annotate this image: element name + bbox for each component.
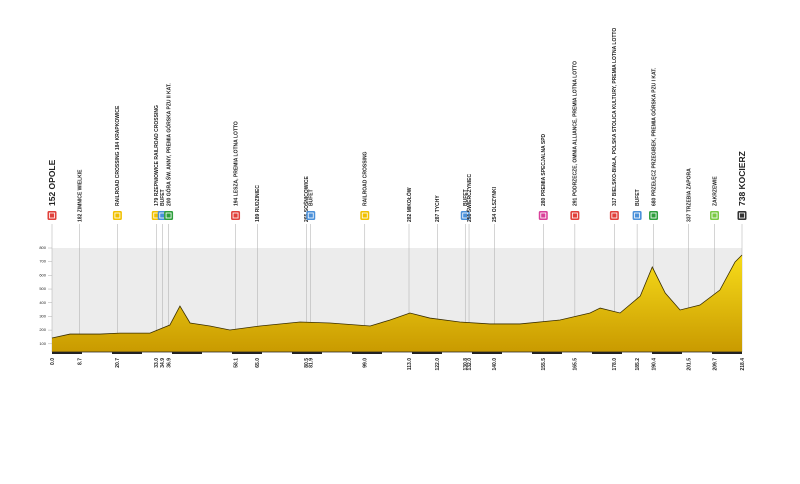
- distance-bar: [712, 352, 742, 354]
- km-label: 218.4: [740, 358, 746, 371]
- km-label: 58.1: [233, 358, 239, 368]
- waypoint-icon-inner: [540, 212, 547, 219]
- distance-bar: [112, 352, 142, 354]
- km-label: 36.9: [166, 358, 172, 368]
- km-label: 155.5: [541, 358, 547, 371]
- waypoint-icon: [306, 211, 316, 220]
- place-label: 254 OLSZYNKI: [492, 186, 498, 222]
- waypoint-icon-inner: [361, 212, 368, 219]
- waypoint-icon: [632, 211, 642, 220]
- km-label: 178.0: [612, 358, 618, 371]
- y-tick-label: 300: [39, 313, 46, 318]
- km-label: 99.0: [363, 358, 369, 368]
- waypoint-icon: [47, 211, 57, 220]
- distance-bar: [232, 352, 262, 354]
- waypoint-icon-inner: [571, 212, 578, 219]
- place-label: BUFET: [463, 189, 469, 206]
- waypoint-icon: [164, 211, 174, 220]
- km-label: 20.7: [115, 358, 121, 368]
- waypoint-icon-inner: [650, 212, 657, 219]
- distance-bar: [592, 352, 622, 354]
- y-tick-label: 500: [39, 286, 46, 291]
- km-label: 122.0: [435, 358, 441, 371]
- distance-bar: [292, 352, 322, 354]
- elevation-area: [52, 254, 742, 352]
- waypoint-icon-inner: [307, 212, 314, 219]
- place-label: BUFET: [309, 189, 315, 206]
- y-tick-label: 700: [39, 259, 46, 264]
- place-label: 291 PODRZECZE, OMNIA ALLIANCE, PREMIA LO…: [573, 61, 579, 206]
- km-label: 65.0: [255, 358, 261, 368]
- place-label big: 152 OPOLE: [47, 159, 57, 206]
- place-label: 337 TRZEBIA ZAPORA: [686, 168, 692, 222]
- km-label: 34.9: [160, 358, 166, 368]
- place-label: 317 BIELSKO-BIAŁA, POLSKA STOLICA KULTUR…: [612, 28, 618, 206]
- km-label: 140.0: [492, 358, 498, 371]
- waypoint-icon: [570, 211, 580, 220]
- waypoint-icon-inner: [739, 212, 745, 219]
- place-label: 189 RUDZINIEC: [255, 185, 261, 222]
- waypoint-icon: [538, 211, 548, 220]
- y-tick-label: 200: [39, 327, 46, 332]
- km-label: 80.5: [304, 358, 310, 368]
- distance-bar: [352, 352, 382, 354]
- km-label: 201.5: [686, 358, 692, 371]
- waypoint-icon-inner: [634, 212, 641, 219]
- km-label: 33.0: [154, 358, 160, 368]
- y-tick-label: 400: [39, 300, 46, 305]
- waypoint-icon-inner: [165, 212, 172, 219]
- waypoint-icon: [112, 211, 122, 220]
- place-label: BUFET: [635, 189, 641, 206]
- waypoint-icon: [649, 211, 659, 220]
- waypoint-icon-inner: [462, 212, 469, 219]
- km-label: 8.7: [77, 358, 83, 365]
- waypoint-icon: [737, 211, 747, 220]
- waypoint-icon-inner: [711, 212, 718, 219]
- elevation-line: [51, 254, 743, 339]
- waypoint-icon: [609, 211, 619, 220]
- waypoint-icon: [231, 211, 241, 220]
- place-label: 200 GÓRA ŚW. ANNY, PREMIA GÓRSKA PZU II …: [164, 83, 172, 206]
- waypoint-icon-inner: [611, 212, 618, 219]
- distance-bar: [412, 352, 442, 354]
- waypoint-icon-inner: [232, 212, 239, 219]
- distance-bar: [532, 352, 562, 354]
- y-tick-label: 600: [39, 272, 46, 277]
- place-label: 280 PREMIA SPECJALNA SPD: [541, 133, 547, 206]
- y-tick-label: 800: [39, 245, 46, 250]
- distance-bar: [652, 352, 682, 354]
- km-label: 81.9: [309, 358, 315, 368]
- place-label: RAILROAD CROSSING: [363, 151, 369, 206]
- distance-bar: [52, 352, 82, 354]
- place-label: 282 MIKOŁÓW: [405, 187, 413, 222]
- place-label: 265 SOŚNICOWICE: [303, 175, 310, 222]
- place-label: BUFET: [160, 189, 166, 206]
- place-label: 182 ZIMNICE WIELKIE: [77, 169, 83, 222]
- place-label: 680 PRZEŁĘCZ PRZEGIBEK, PREMIA GÓRSKA PZ…: [649, 67, 657, 206]
- km-label: 209.7: [712, 358, 718, 371]
- km-label: 113.0: [407, 358, 413, 370]
- km-label: 132.0: [467, 358, 473, 371]
- place-label: 251 ŚWIERCZYNIEC: [466, 174, 473, 222]
- waypoint-icon: [710, 211, 720, 220]
- waypoint-icon-inner: [49, 212, 55, 219]
- place-label: ZAKRZEWIE: [712, 176, 718, 206]
- waypoint-icon: [360, 211, 370, 220]
- distance-bar: [472, 352, 502, 354]
- place-label: 287 TYCHY: [435, 195, 441, 222]
- km-label: 130.8: [463, 358, 469, 371]
- km-label: 185.2: [635, 358, 641, 371]
- place-label: RAILROAD CROSSING 184 KRAPKOWICE: [115, 105, 121, 206]
- distance-bar: [172, 352, 202, 354]
- place-label: 179 RZEPNIOWICE RAILROAD CROSSING: [154, 105, 160, 206]
- km-label: 190.4: [651, 358, 657, 371]
- km-label: 0.0: [50, 358, 56, 365]
- y-tick-label: 100: [39, 341, 46, 346]
- km-label: 165.5: [573, 358, 579, 371]
- place-label: 194 LESZA, PREMIA LOTNA LOTTO: [233, 121, 239, 206]
- waypoint-icon-inner: [114, 212, 121, 219]
- place-label big: 738 KOCIERZ: [737, 151, 747, 206]
